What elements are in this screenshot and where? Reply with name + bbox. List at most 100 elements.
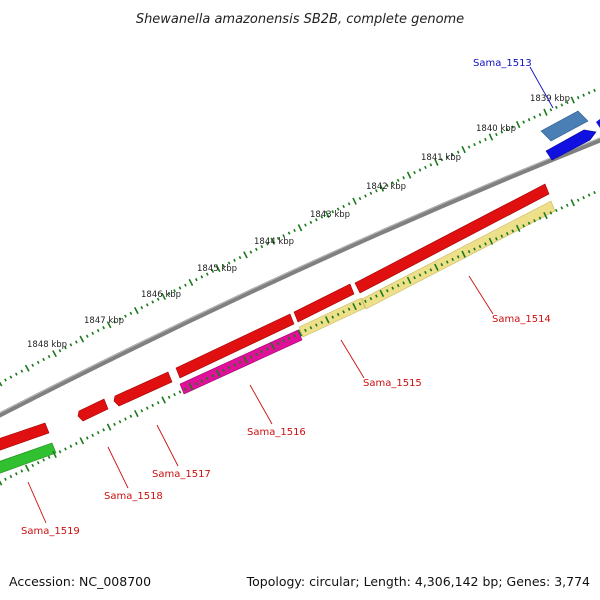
green-feature[interactable] xyxy=(0,442,57,475)
outer-scale-major-tick xyxy=(133,306,139,315)
inner-scale-minor-tick xyxy=(576,198,580,202)
yellow-feature-2[interactable] xyxy=(298,297,366,338)
outer-scale-minor-tick xyxy=(227,261,231,265)
inner-scale-minor-tick xyxy=(424,270,427,275)
inner-scale-minor-tick xyxy=(233,363,236,367)
outer-scale-major-tick xyxy=(188,278,194,286)
gene-label-sama-1513[interactable]: Sama_1513 xyxy=(473,58,532,69)
outer-scale-minor-tick xyxy=(336,207,340,211)
outer-scale-major-tick xyxy=(215,264,221,273)
outer-scale-minor-tick xyxy=(413,170,416,175)
outer-scale-minor-tick xyxy=(375,189,378,193)
scale-label-1844: 1844 kbp xyxy=(254,237,294,247)
magenta-feature[interactable] xyxy=(179,329,303,395)
inner-scale-minor-tick xyxy=(156,401,160,405)
gene-sama-1517[interactable] xyxy=(113,371,173,407)
outer-scale-minor-tick xyxy=(560,103,564,107)
outer-scale-minor-tick xyxy=(200,275,204,279)
gene-label-sama-1514[interactable]: Sama_1514 xyxy=(492,314,551,325)
gene-label-sama-1516[interactable]: Sama_1516 xyxy=(247,427,306,438)
inner-scale-minor-tick xyxy=(249,355,253,359)
outer-scale-minor-tick xyxy=(527,118,531,122)
leader-sama-1519 xyxy=(27,481,47,524)
inner-scale-major-tick xyxy=(488,237,494,245)
outer-scale-minor-tick xyxy=(293,228,296,233)
inner-scale-minor-tick xyxy=(533,219,536,223)
inner-scale-minor-tick xyxy=(222,368,225,372)
outer-scale-major-tick xyxy=(570,96,575,104)
inner-scale-minor-tick xyxy=(255,352,258,356)
outer-scale-minor-tick xyxy=(233,258,236,262)
scale-label-1839: 1839 kbp xyxy=(530,94,570,104)
inner-scale-major-tick xyxy=(106,423,112,431)
outer-scale-minor-tick xyxy=(238,255,242,260)
leader-sama-1518 xyxy=(107,446,129,489)
inner-scale-minor-tick xyxy=(445,260,449,264)
outer-scale-minor-tick xyxy=(118,317,122,321)
gene-sama-1519[interactable] xyxy=(0,422,50,452)
outer-scale-minor-tick xyxy=(249,250,253,254)
gene-label-sama-1519[interactable]: Sama_1519 xyxy=(21,526,80,537)
outer-scale-minor-tick xyxy=(495,132,498,137)
inner-scale-minor-tick xyxy=(238,360,242,364)
outer-scale-minor-tick xyxy=(42,357,46,362)
scale-label-1846: 1846 kbp xyxy=(141,290,181,300)
gene-labels: Sama_1513 Sama_1514 Sama_1515 Sama_1516 … xyxy=(21,58,551,537)
inner-scale-major-tick xyxy=(570,199,575,207)
forward-strand-features xyxy=(0,110,600,452)
inner-scale-major-tick xyxy=(215,369,221,377)
gene-sama-1513-extra[interactable] xyxy=(596,119,600,128)
outer-scale-minor-tick xyxy=(445,155,449,159)
inner-scale-minor-tick xyxy=(265,347,269,351)
outer-scale-minor-tick xyxy=(451,153,455,157)
inner-scale-major-tick xyxy=(134,409,139,418)
outer-scale-minor-tick xyxy=(276,236,280,241)
outer-scale-major-tick xyxy=(324,210,330,218)
outer-scale-major-tick xyxy=(488,133,494,141)
label-leaders xyxy=(27,66,554,524)
inner-scale-minor-tick xyxy=(85,436,89,440)
inner-scale-minor-tick xyxy=(391,286,395,290)
outer-scale-major-tick xyxy=(24,364,30,372)
inner-scale-minor-tick xyxy=(505,231,509,236)
outer-scale-minor-tick xyxy=(58,349,62,353)
accession-text: Accession: NC_008700 xyxy=(9,574,151,589)
outer-scale-minor-tick xyxy=(64,346,67,350)
inner-scale-minor-tick xyxy=(167,395,171,399)
outer-scale-minor-tick xyxy=(14,372,18,376)
inner-scale-minor-tick xyxy=(429,268,433,272)
gene-label-sama-1518[interactable]: Sama_1518 xyxy=(104,491,163,502)
outer-scale-minor-tick xyxy=(282,234,285,238)
outer-scale-major-tick xyxy=(515,120,521,129)
outer-scale-minor-tick xyxy=(113,320,116,324)
genome-summary-text: Topology: circular; Length: 4,306,142 bp… xyxy=(246,574,590,589)
gene-sama-1518[interactable] xyxy=(77,398,109,422)
outer-scale-major-tick xyxy=(79,335,85,343)
gene-sama-1515[interactable] xyxy=(293,283,355,323)
leader-sama-1517 xyxy=(156,424,179,467)
gene-sama-1514[interactable] xyxy=(354,183,550,294)
outer-scale-minor-tick xyxy=(385,183,389,188)
steelblue-feature[interactable] xyxy=(540,110,589,142)
inner-scale-minor-tick xyxy=(495,237,498,241)
gene-label-sama-1517[interactable]: Sama_1517 xyxy=(152,469,211,480)
gene-sama-1516[interactable] xyxy=(175,313,295,379)
gene-sama-1513[interactable] xyxy=(545,129,597,161)
inner-scale-minor-tick xyxy=(358,302,362,306)
inner-scale-minor-tick xyxy=(129,414,133,418)
outer-scale-minor-tick xyxy=(478,140,482,144)
outer-scale-minor-tick xyxy=(440,158,444,162)
inner-scale-minor-tick xyxy=(484,242,487,246)
inner-scale-minor-tick xyxy=(309,326,313,330)
inner-scale-major-tick xyxy=(434,263,439,271)
inner-scale-minor-tick xyxy=(36,461,40,465)
gene-label-sama-1515[interactable]: Sama_1515 xyxy=(363,378,422,389)
inner-scale-major-tick xyxy=(324,316,330,324)
yellow-feature-1[interactable] xyxy=(361,200,556,310)
outer-scale-minor-tick xyxy=(533,115,536,119)
scale-label-1848: 1848 kbp xyxy=(27,340,67,350)
outer-scale-major-tick xyxy=(161,292,166,300)
inner-scale-minor-tick xyxy=(227,366,231,370)
outer-scale-minor-tick xyxy=(593,88,596,93)
